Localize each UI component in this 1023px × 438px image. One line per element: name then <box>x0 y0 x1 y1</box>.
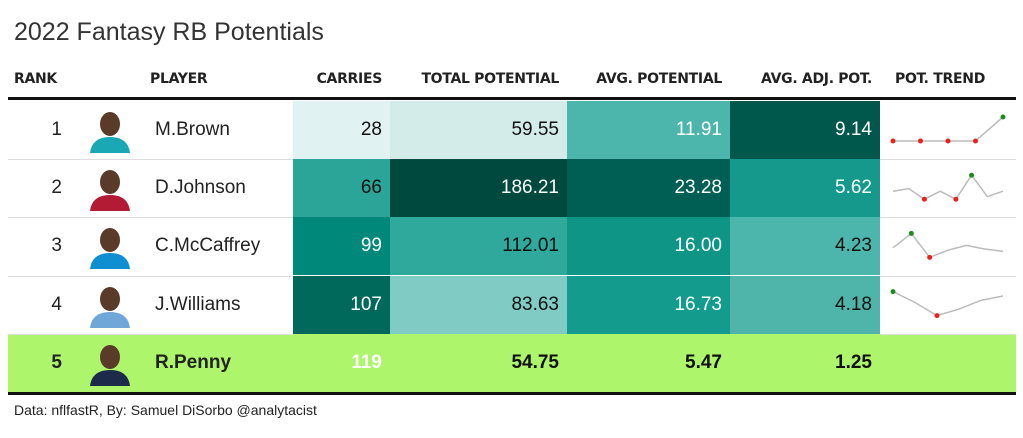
headshot-icon <box>90 170 130 212</box>
column-header: CARRIES <box>316 71 383 87</box>
column-header: POT. TREND <box>895 71 986 87</box>
trend-point <box>945 138 951 144</box>
trend-point <box>918 138 923 144</box>
trend-point <box>969 172 975 178</box>
stat-cell: 4.18 <box>730 275 880 334</box>
stat-cell: 54.75 <box>390 333 567 392</box>
stat-cell: 1.25 <box>730 333 880 392</box>
stat-cell: 28 <box>293 101 390 159</box>
column-header: PLAYER <box>150 71 208 87</box>
stat-cell: 186.21 <box>390 159 567 218</box>
headshot <box>88 340 132 386</box>
rank: 3 <box>51 235 62 257</box>
column-header: TOTAL POTENTIAL <box>421 71 559 87</box>
stat-cell: 59.55 <box>390 101 567 159</box>
column-header: AVG. ADJ. POT. <box>761 71 872 87</box>
stat-cell: 107 <box>293 275 390 334</box>
headshot-icon <box>90 228 130 270</box>
trend-point <box>973 138 978 144</box>
stat-cell: 5.62 <box>730 159 880 218</box>
trend-point <box>1000 114 1006 120</box>
trend-line <box>892 173 1004 201</box>
player: C.McCaffrey <box>155 235 261 257</box>
player: D.Johnson <box>155 177 246 199</box>
trend-point <box>890 289 896 295</box>
stat-cell: 23.28 <box>567 159 730 218</box>
column-header: RANK <box>14 71 57 87</box>
rank: 5 <box>51 351 62 373</box>
stat-cell: 5.47 <box>567 333 730 392</box>
headshot <box>88 165 132 212</box>
headshot-icon <box>90 286 130 328</box>
stat-cell: 9.14 <box>730 101 880 159</box>
stat-cell: 11.91 <box>567 101 730 159</box>
rank: 4 <box>51 293 62 315</box>
stat-cell: 16.73 <box>567 275 730 334</box>
headshot-icon <box>90 112 130 153</box>
trend-point <box>908 230 914 236</box>
trend-point <box>934 313 940 319</box>
trend-point <box>890 138 896 144</box>
headshot-icon <box>90 344 130 386</box>
player: J.Williams <box>155 293 241 315</box>
column-header: AVG. POTENTIAL <box>596 71 722 87</box>
rank: 2 <box>51 177 62 199</box>
trend-line <box>892 290 1004 317</box>
bottom-rule <box>8 392 1016 395</box>
stat-cell: 119 <box>293 333 390 392</box>
stat-cell: 112.01 <box>390 217 567 276</box>
stat-cell: 83.63 <box>390 275 567 334</box>
header-rule <box>8 97 1016 100</box>
rank: 1 <box>51 119 62 140</box>
footer: Data: nflfastR, By: Samuel DiSorbo @anal… <box>14 402 317 418</box>
player: M.Brown <box>155 119 230 140</box>
title: 2022 Fantasy RB Potentials <box>14 18 324 46</box>
headshot <box>88 223 132 270</box>
stat-cell: 4.23 <box>730 217 880 276</box>
stat-cell: 16.00 <box>567 217 730 276</box>
headshot <box>88 107 132 153</box>
stat-cell: 66 <box>293 159 390 218</box>
trend-point <box>927 254 933 260</box>
headshot <box>88 282 132 328</box>
trend-point <box>953 196 959 202</box>
player: R.Penny <box>155 351 232 373</box>
trend-point <box>921 196 927 202</box>
trend-line <box>892 232 1004 259</box>
stat-cell: 99 <box>293 217 390 276</box>
trend-line <box>893 116 1004 142</box>
